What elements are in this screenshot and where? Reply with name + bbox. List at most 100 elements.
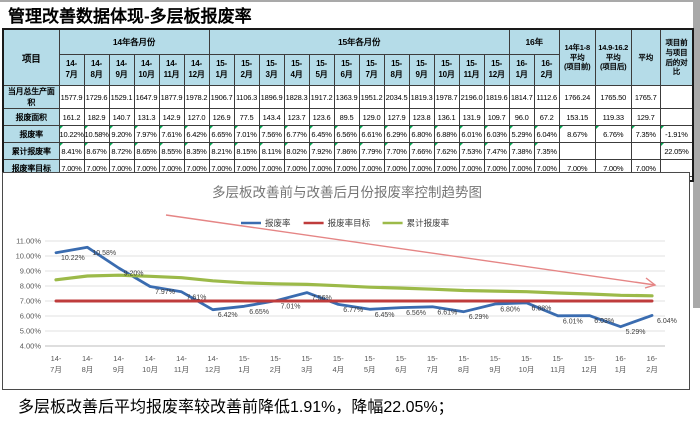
col-header-month: 15- 10月 [433,54,460,86]
table-cell: 1814.7 [508,85,535,109]
table-cell: 136.1 [433,108,460,126]
table-cell: 8.41% [58,142,85,160]
table-cell: 1978.2 [183,85,210,109]
table-cell: 7.38% [508,142,535,160]
table-cell: 1896.9 [258,85,285,109]
table-cell: 9.20% [108,125,135,143]
table-cell: 127.0 [183,108,210,126]
series-line [54,273,654,298]
table-cell: 7.53% [458,142,485,160]
table-cell: 140.7 [108,108,135,126]
table-cell: 1819.3 [408,85,435,109]
table-cell [659,108,694,126]
table-cell: 8.11% [258,142,285,160]
table-cell [594,142,632,160]
x-tick-label: 15-12月 [581,354,597,374]
x-tick-label: 14-11月 [174,354,189,374]
table-cell: 10.22% [58,125,85,143]
table-cell: 6.03% [483,125,510,143]
x-tick-label: 14-7月 [50,354,62,374]
x-tick-label: 15-5月 [364,354,376,374]
data-label: 6.88% [532,305,552,312]
col-header-month: 15- 7月 [358,54,385,86]
table-cell: 2034.5 [383,85,410,109]
table-cell: 6.65% [208,125,235,143]
table-cell: 153.15 [558,108,596,126]
data-label: 6.42% [218,312,238,319]
legend-label: 累计报废率 [407,218,450,228]
col-header-summary: 项目前 与项目 后的对 比 [659,28,694,86]
table-cell: 10.58% [83,125,110,143]
x-tick-label: 14-8月 [82,354,94,374]
table-cell: 1577.9 [58,85,85,109]
table-cell: 8.65% [133,142,160,160]
y-tick-label: 5.00% [20,327,42,336]
table-cell: 1951.2 [358,85,385,109]
col-header-month: 15- 3月 [258,54,285,86]
table-cell: 8.67% [558,125,596,143]
table-cell: 1819.6 [483,85,510,109]
x-tick-label: 15-4月 [332,354,344,374]
table-cell: 143.4 [258,108,285,126]
y-tick-label: 11.00% [16,237,41,246]
y-tick-label: 9.00% [20,267,42,276]
data-label: 7.56% [312,295,332,302]
table-cell: 6.61% [358,125,385,143]
table-cell: 131.9 [458,108,485,126]
row-label: 报废面积 [2,108,60,126]
data-label: 10.22% [61,255,85,262]
table-cell: 7.97% [133,125,160,143]
y-tick-label: 7.00% [20,297,42,306]
table-cell: 126.9 [208,108,235,126]
data-label: 6.45% [375,312,395,319]
table-cell [558,142,596,160]
row-label: 报废率 [2,125,60,143]
col-header-month: 15- 8月 [383,54,410,86]
x-tick-label: 14-9月 [113,354,125,374]
col-header-summary: 14.9-16.2 平均 (项目后) [594,28,632,86]
x-tick-label: 15-8月 [458,354,470,374]
x-tick-label: 15-9月 [489,354,501,374]
table-cell: 67.2 [533,108,560,126]
x-tick-label: 15-6月 [395,354,407,374]
x-tick-label: 16-2月 [646,354,658,374]
table-cell: 7.62% [433,142,460,160]
table-cell: 1917.2 [308,85,335,109]
x-tick-label: 15-3月 [301,354,313,374]
table-cell: 1112.6 [533,85,560,109]
table-cell: 1828.3 [283,85,310,109]
table-cell: 8.35% [183,142,210,160]
table-cell: 127.9 [383,108,410,126]
col-header-month: 16- 1月 [508,54,535,86]
table-cell: 123.6 [308,108,335,126]
table-cell: 7.35% [630,125,661,143]
data-label: 6.65% [249,309,269,316]
x-tick-label: 15-1月 [238,354,250,374]
table-cell: 8.02% [283,142,310,160]
data-label: 6.04% [657,318,677,325]
table-cell [630,142,661,160]
table-cell: 1766.24 [558,85,596,109]
col-header-month: 16- 2月 [533,54,560,86]
table-cell: 6.29% [383,125,410,143]
table-cell: 8.67% [83,142,110,160]
table-cell: 6.80% [408,125,435,143]
legend-label: 报废率 [265,218,291,228]
table-cell: 6.88% [433,125,460,143]
table-cell: -1.91% [659,125,694,143]
col-group-header: 14年各月份 [58,28,210,55]
y-tick-label: 10.00% [16,252,42,261]
table-cell: 1765.50 [594,85,632,109]
table-cell: 1906.7 [208,85,235,109]
table-cell: 6.04% [533,125,560,143]
trend-arrow-head [644,277,657,289]
x-tick-label: 16-1月 [615,354,627,374]
x-tick-label: 15-11月 [550,354,565,374]
table-cell: 77.5 [233,108,260,126]
row-label: 当月总生产面积 [2,85,60,109]
table-cell: 6.77% [283,125,310,143]
table-cell: 123.7 [283,108,310,126]
table-cell: 1729.6 [83,85,110,109]
data-label: 10.58% [92,250,116,257]
